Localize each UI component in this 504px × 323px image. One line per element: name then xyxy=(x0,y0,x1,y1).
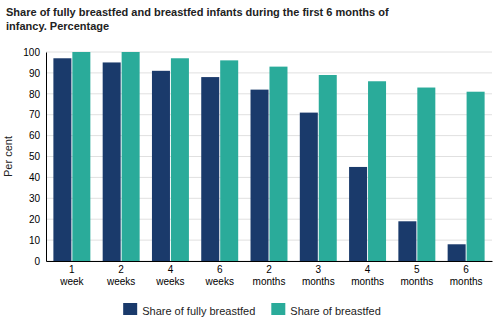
x-tick-label: 6weeks xyxy=(205,264,234,287)
bar xyxy=(398,221,416,261)
y-tick-label: 20 xyxy=(29,214,41,225)
bar xyxy=(448,244,466,261)
y-tick: 30 xyxy=(29,193,46,204)
x-tick: 5months xyxy=(400,264,433,287)
y-tick-label: 10 xyxy=(29,235,41,246)
bar xyxy=(220,60,238,261)
grid-line xyxy=(46,52,492,53)
x-tick: 4months xyxy=(351,264,384,287)
y-tick: 100 xyxy=(23,47,46,58)
y-tick-label: 90 xyxy=(29,68,41,79)
y-tick: 10 xyxy=(29,235,46,246)
x-tick-label-line: 4 xyxy=(168,264,174,275)
x-tick: 4weeks xyxy=(155,264,184,287)
x-tick-label: 3months xyxy=(302,264,335,287)
bar xyxy=(103,62,121,261)
x-tick-label: 6months xyxy=(450,264,483,287)
bar xyxy=(368,81,386,261)
y-axis: 0 10 20 30 40 50 60 70 80 90 100 xyxy=(23,47,46,267)
x-tick-label-line: months xyxy=(351,276,384,287)
x-axis-line xyxy=(47,261,493,262)
legend-item: Share of breastfed xyxy=(271,303,381,317)
bar xyxy=(53,58,71,261)
x-tick-label-line: months xyxy=(302,276,335,287)
x-tick-label-line: weeks xyxy=(106,276,135,287)
y-tick-label: 80 xyxy=(29,89,41,100)
bar xyxy=(417,88,435,261)
grid xyxy=(46,52,492,261)
legend-label: Share of fully breastfed xyxy=(142,305,255,317)
bar xyxy=(349,167,367,261)
bar xyxy=(467,92,485,261)
bar-series xyxy=(53,58,465,261)
x-tick-label: 2weeks xyxy=(106,264,135,287)
x-tick-label-line: 3 xyxy=(316,264,322,275)
bar xyxy=(300,113,318,261)
x-tick: 6months xyxy=(450,264,483,287)
x-tick-label-line: 4 xyxy=(365,264,371,275)
title-line: Share of fully breastfed and breastfed i… xyxy=(6,6,389,18)
legend-swatch xyxy=(271,303,285,315)
bar xyxy=(72,52,90,261)
y-tick-label: 100 xyxy=(23,47,40,58)
x-tick-label-line: months xyxy=(450,276,483,287)
y-tick: 40 xyxy=(29,172,46,183)
legend-item: Share of fully breastfed xyxy=(123,303,255,317)
x-tick-label: 1week xyxy=(59,264,84,287)
y-tick-label: 70 xyxy=(29,109,41,120)
y-tick: 60 xyxy=(29,130,46,141)
x-tick-label-line: 1 xyxy=(69,264,75,275)
bar xyxy=(319,75,337,261)
x-tick-label-line: week xyxy=(59,276,84,287)
x-tick: 2months xyxy=(253,264,286,287)
chart: Share of fully breastfed and breastfed i… xyxy=(0,0,504,323)
x-tick-label-line: 2 xyxy=(118,264,124,275)
x-axis: 1week2weeks4weeks6weeks2months3months4mo… xyxy=(47,262,493,287)
legend-label: Share of breastfed xyxy=(290,305,381,317)
x-tick-label: 2months xyxy=(253,264,286,287)
plot: 01020304050607080901001week2weeks4weeks6… xyxy=(23,47,492,287)
x-tick: 3months xyxy=(302,264,335,287)
bars xyxy=(53,52,484,261)
bar xyxy=(251,90,269,261)
y-axis-title: Per cent xyxy=(2,136,14,177)
y-tick: 20 xyxy=(29,214,46,225)
y-tick-label: 40 xyxy=(29,172,41,183)
y-tick-label: 30 xyxy=(29,193,41,204)
y-tick-label: 50 xyxy=(29,151,41,162)
x-tick-label: 4months xyxy=(351,264,384,287)
y-tick: 70 xyxy=(29,109,46,120)
x-tick: 1week xyxy=(59,264,84,287)
y-tick-label: 0 xyxy=(34,256,40,267)
x-tick-label-line: weeks xyxy=(205,276,234,287)
y-tick: 80 xyxy=(29,89,46,100)
title: Share of fully breastfed and breastfed i… xyxy=(6,6,389,32)
y-tick: 50 xyxy=(29,151,46,162)
y-tick: 90 xyxy=(29,68,46,79)
x-tick-label: 5months xyxy=(400,264,433,287)
bar xyxy=(171,58,189,261)
y-axis-line xyxy=(46,53,47,262)
bar xyxy=(269,67,287,261)
x-tick-label-line: 6 xyxy=(217,264,223,275)
y-tick-label: 60 xyxy=(29,130,41,141)
x-tick: 6weeks xyxy=(205,264,234,287)
x-tick-label-line: 6 xyxy=(463,264,469,275)
x-tick-label-line: months xyxy=(253,276,286,287)
legend: Share of fully breastfed Share of breastf… xyxy=(123,303,381,317)
x-tick-label-line: 2 xyxy=(266,264,272,275)
bar-series xyxy=(72,52,484,261)
x-tick-label-line: 5 xyxy=(414,264,420,275)
bar xyxy=(122,52,140,261)
x-tick-label-line: weeks xyxy=(155,276,184,287)
y-tick: 0 xyxy=(34,256,46,267)
bar xyxy=(201,77,219,261)
x-tick-label-line: months xyxy=(400,276,433,287)
x-tick: 2weeks xyxy=(106,264,135,287)
title-line: infancy. Percentage xyxy=(6,20,109,32)
legend-swatch xyxy=(123,303,137,315)
x-tick-label: 4weeks xyxy=(155,264,184,287)
bar xyxy=(152,71,170,261)
